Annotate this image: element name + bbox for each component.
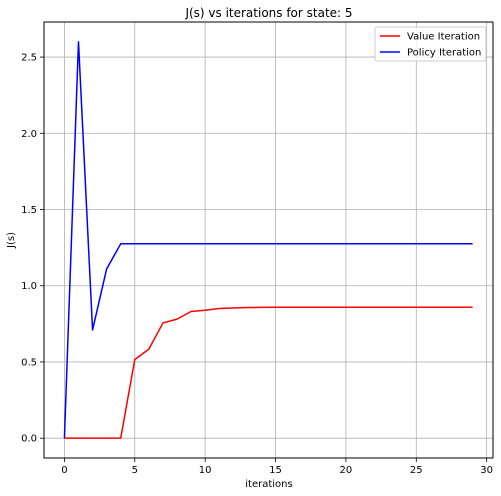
x-axis-label: iterations bbox=[245, 479, 292, 490]
legend: Value Iteration Policy Iteration bbox=[374, 26, 487, 62]
x-tick-label: 30 bbox=[480, 465, 493, 476]
legend-label-value-iteration: Value Iteration bbox=[407, 32, 480, 43]
y-tick-label: 1.0 bbox=[21, 281, 37, 292]
x-tick-label: 15 bbox=[269, 465, 282, 476]
series-layer bbox=[63, 41, 473, 439]
legend-label-policy-iteration: Policy Iteration bbox=[407, 48, 481, 59]
y-tick-label: 0.5 bbox=[21, 357, 37, 368]
chart-title: J(s) vs iterations for state: 5 bbox=[184, 6, 352, 20]
y-tick-label: 2.5 bbox=[21, 53, 37, 64]
x-tick-label: 10 bbox=[199, 465, 212, 476]
x-tick-label: 20 bbox=[340, 465, 353, 476]
x-tick-label: 25 bbox=[410, 465, 423, 476]
y-axis-label: J(s) bbox=[6, 232, 17, 249]
legend-box bbox=[374, 26, 487, 62]
series-line-policy-iteration bbox=[63, 41, 473, 439]
y-tick-label: 2.0 bbox=[21, 129, 37, 140]
ticks: 0 5 10 15 20 25 30 0.0 0.5 1.0 1.5 2.0 2.5 bbox=[21, 53, 493, 476]
plot-frame bbox=[43, 21, 494, 459]
y-tick-label: 1.5 bbox=[21, 205, 37, 216]
series-line-value-iteration bbox=[64, 306, 473, 439]
x-tick-label: 5 bbox=[132, 465, 138, 476]
x-tick-label: 0 bbox=[61, 465, 67, 476]
y-tick-label: 0.0 bbox=[21, 434, 37, 445]
